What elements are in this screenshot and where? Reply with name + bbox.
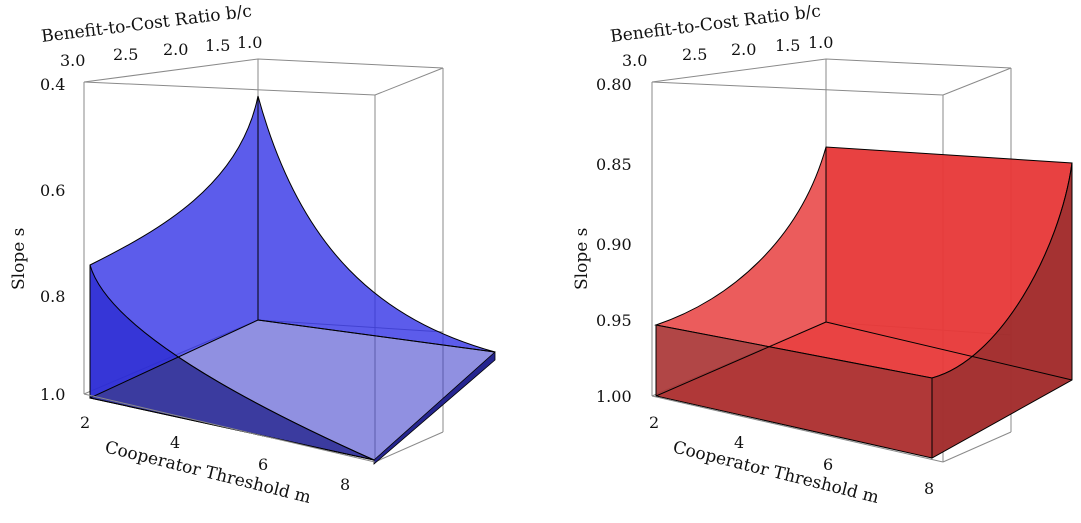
right-x-tick-label: 6 xyxy=(823,455,833,474)
right-side-face xyxy=(931,162,1073,459)
right-z-tick-label: 0.80 xyxy=(596,75,632,94)
left-z-tick-label: 0.4 xyxy=(40,75,65,94)
right-box-top-front-left xyxy=(651,81,944,96)
left-box-top-front-right xyxy=(374,67,444,96)
left-x-ticks: 2 4 6 8 xyxy=(80,413,350,494)
right-z-tick-label: 1.00 xyxy=(596,387,632,406)
left-x-tick-label: 2 xyxy=(80,413,90,432)
right-panel xyxy=(651,58,1073,463)
right-box-top-front-right xyxy=(942,67,1012,96)
left-curve-front xyxy=(89,264,375,461)
right-z-ticks: 0.80 0.85 0.90 0.95 1.00 xyxy=(596,75,632,406)
right-x-tick-label: 4 xyxy=(734,433,744,452)
left-y-tick-label: 1.5 xyxy=(205,36,230,55)
left-z-tick-label: 0.6 xyxy=(40,181,65,200)
right-y-tick-label: 2.5 xyxy=(682,45,707,64)
left-y-ticks: 3.0 2.5 2.0 1.5 1.0 xyxy=(60,33,262,70)
right-y-tick-label: 1.5 xyxy=(775,36,800,55)
right-box-bottom-right-front xyxy=(942,431,1012,463)
left-box-bottom-right-front xyxy=(374,431,444,463)
left-z-tick-label: 0.8 xyxy=(40,287,65,306)
left-y-tick-label: 2.0 xyxy=(163,40,188,59)
left-box-front-bottom xyxy=(83,393,376,463)
right-z-tick-label: 0.90 xyxy=(596,235,632,254)
right-box-front-bottom xyxy=(651,395,944,463)
left-x-tick-label: 6 xyxy=(258,455,268,474)
left-z-ticks: 0.4 0.6 0.8 1.0 xyxy=(40,75,65,404)
right-x-ticks: 2 4 6 8 xyxy=(649,413,934,498)
left-y-tick-label: 3.0 xyxy=(60,51,85,70)
right-z-tick-label: 0.85 xyxy=(596,155,632,174)
right-y-tick-label: 3.0 xyxy=(622,51,647,70)
left-z-axis-label: Slope s xyxy=(9,228,29,290)
left-x-tick-label: 8 xyxy=(340,475,350,494)
right-floor-back-left xyxy=(655,321,827,397)
right-y-tick-label: 1.0 xyxy=(808,33,833,52)
left-y-tick-label: 2.5 xyxy=(113,45,138,64)
right-z-axis-label: Slope s xyxy=(572,228,592,290)
left-box-top-front-left xyxy=(83,81,376,96)
left-floor xyxy=(90,320,495,460)
left-back-edge xyxy=(257,319,496,353)
right-z-tick-label: 0.95 xyxy=(596,311,632,330)
left-z-tick-label: 1.0 xyxy=(40,385,65,404)
left-panel xyxy=(83,58,496,465)
right-x-axis-label: Cooperator Threshold m xyxy=(671,437,881,508)
left-y-tick-label: 1.0 xyxy=(237,33,262,52)
right-floor-back-right xyxy=(825,321,1073,381)
right-y-tick-label: 2.0 xyxy=(731,40,756,59)
right-x-tick-label: 2 xyxy=(649,413,659,432)
left-x-axis-label: Cooperator Threshold m xyxy=(103,437,313,508)
right-x-tick-label: 8 xyxy=(924,479,934,498)
left-front-strip xyxy=(373,351,496,465)
right-y-ticks: 3.0 2.5 2.0 1.5 1.0 xyxy=(622,33,833,70)
left-x-tick-label: 4 xyxy=(170,433,180,452)
